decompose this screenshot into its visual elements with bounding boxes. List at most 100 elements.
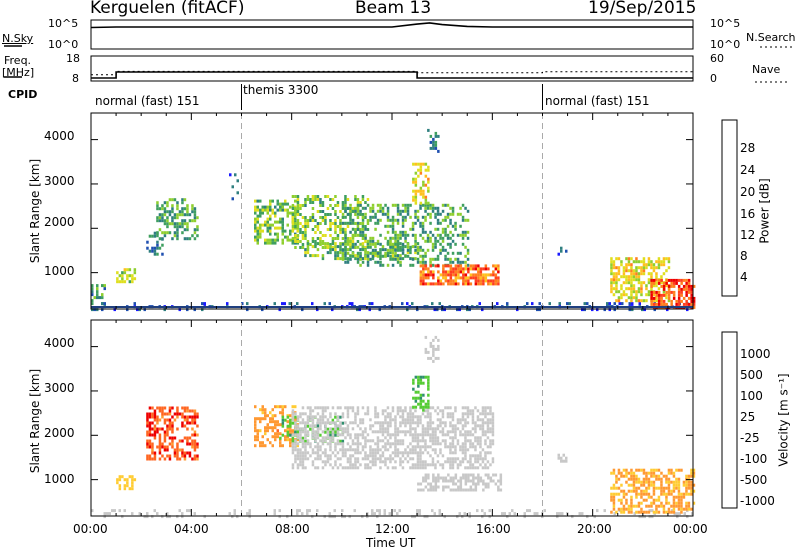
velocity-cell	[439, 409, 442, 413]
velocity-cell	[264, 429, 267, 433]
velocity-cell	[391, 451, 395, 455]
power-cell	[608, 308, 611, 312]
power-cell	[632, 290, 636, 294]
power-cell	[414, 195, 418, 199]
power-cell	[163, 219, 167, 223]
power-cell	[677, 299, 681, 303]
power-cell	[286, 202, 289, 206]
velocity-cell	[309, 415, 312, 419]
power-cell	[193, 228, 197, 232]
velocity-cell	[281, 405, 284, 409]
velocity-cell	[447, 485, 450, 489]
velocity-cell	[657, 477, 661, 481]
velocity-cell	[675, 504, 678, 508]
power-cell	[464, 230, 467, 234]
velocity-cell	[131, 512, 134, 516]
velocity-cell	[620, 498, 623, 502]
power-cell	[464, 260, 467, 264]
power-cell	[379, 251, 382, 255]
velocity-cell	[432, 476, 435, 480]
velocity-cell	[369, 439, 372, 443]
power-cell	[424, 203, 427, 207]
power-cell	[314, 195, 317, 198]
velocity-cell	[497, 488, 500, 492]
power-cell	[557, 252, 560, 256]
velocity-cell	[349, 421, 352, 425]
power-cell	[331, 222, 335, 225]
velocity-cell	[627, 483, 631, 487]
velocity-cell	[304, 466, 307, 470]
velocity-cell	[321, 406, 325, 410]
power-cell	[359, 203, 362, 207]
power-cell	[421, 236, 425, 240]
velocity-cell	[399, 460, 402, 464]
velocity-cell	[376, 439, 380, 443]
velocity-cell	[672, 489, 676, 493]
power-cell	[294, 222, 297, 225]
velocity-cell	[193, 439, 197, 443]
power-cell	[447, 279, 450, 283]
power-cell	[427, 270, 430, 274]
power-cell	[635, 299, 638, 303]
power-cell	[406, 302, 409, 306]
power-cell	[201, 308, 204, 312]
velocity-cell	[399, 421, 402, 425]
power-cell	[281, 217, 284, 221]
velocity-cell	[462, 476, 465, 480]
velocity-cell	[166, 430, 169, 434]
power-cell	[431, 203, 435, 207]
power-cell	[276, 232, 279, 236]
power-cell	[660, 296, 663, 300]
velocity-cell	[153, 424, 157, 428]
velocity-cell	[451, 460, 455, 464]
velocity-cell	[191, 409, 194, 413]
velocity-cell	[436, 436, 440, 440]
power-cell	[133, 271, 137, 275]
velocity-cell	[409, 424, 412, 428]
velocity-cell	[489, 463, 492, 467]
velocity-cell	[419, 381, 423, 385]
velocity-cell	[655, 477, 658, 481]
velocity-cell	[690, 468, 693, 472]
velocity-cell	[274, 414, 277, 418]
velocity-cell	[449, 406, 452, 410]
velocity-cell	[379, 466, 382, 470]
velocity-cell	[612, 498, 616, 502]
velocity-cell	[108, 512, 111, 516]
power-cell	[324, 213, 327, 216]
power-cell	[439, 273, 443, 277]
velocity-cell	[343, 515, 346, 519]
velocity-cell	[123, 487, 127, 491]
power-cell	[359, 254, 362, 258]
power-cell	[692, 284, 696, 288]
power-cell	[381, 212, 385, 216]
velocity-cell	[411, 427, 415, 431]
velocity-cell	[630, 495, 633, 499]
velocity-cell	[439, 451, 442, 455]
velocity-cell	[622, 495, 626, 499]
power-cell	[660, 293, 663, 297]
velocity-cell	[344, 451, 347, 455]
power-cbar-tick-12: 12	[740, 228, 756, 242]
power-cell	[650, 290, 653, 294]
velocity-cell	[191, 442, 194, 446]
power-cell	[259, 223, 262, 227]
velocity-cell	[622, 492, 626, 496]
velocity-cell	[329, 445, 332, 449]
power-cell	[434, 239, 437, 243]
velocity-cell	[665, 495, 668, 499]
power-cell	[459, 270, 463, 274]
power-cell	[424, 273, 428, 277]
velocity-cell	[296, 448, 300, 452]
velocity-cell	[146, 421, 149, 425]
velocity-cell	[354, 463, 357, 467]
power-cell	[291, 219, 295, 222]
power-cell	[409, 251, 412, 255]
power-cell	[419, 165, 423, 169]
velocity-cell	[449, 445, 452, 449]
velocity-cell	[148, 442, 152, 446]
power-cell	[328, 302, 331, 306]
velocity-cell	[486, 466, 490, 470]
power-cell	[344, 245, 347, 249]
power-cell	[640, 287, 643, 291]
